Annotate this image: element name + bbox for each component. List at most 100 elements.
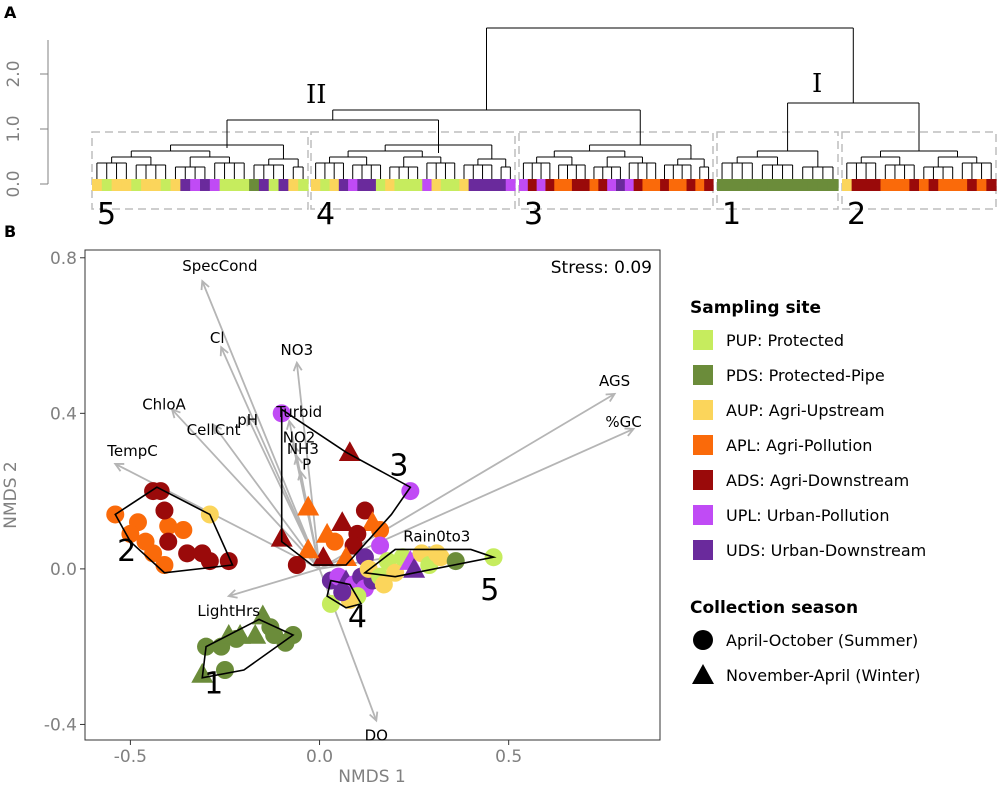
legend-site-title: Sampling site	[690, 298, 821, 318]
leaf-UDS	[468, 179, 479, 191]
leaf-UPL	[422, 179, 433, 191]
leaf-PUP	[219, 179, 231, 191]
point-APL-summer	[174, 521, 193, 539]
leaf-UDS	[477, 179, 488, 191]
dendrogram-y-tick-label: 1.0	[4, 115, 24, 142]
vector-arrowhead-CellCnt	[212, 423, 223, 435]
point-UDS-summer	[333, 583, 352, 602]
leaf-PUP	[375, 179, 386, 191]
hull-labels: 1 2 3 4 5	[117, 449, 499, 702]
legend-label-PUP: PUP: Protected	[726, 331, 844, 350]
leaf-ADS	[861, 179, 872, 191]
y-tick-label: 0.0	[50, 560, 77, 580]
leaf-ADS	[633, 179, 644, 191]
leaf-PUP	[394, 179, 405, 191]
legend-label-PDS: PDS: Protected-Pipe	[726, 366, 885, 385]
branch-label-ii: II	[306, 80, 327, 110]
vector-arrowhead-%GC	[624, 427, 636, 437]
leaf-ADS	[660, 179, 670, 191]
point-APL-winter	[297, 538, 320, 559]
point-ADS-summer	[178, 544, 197, 563]
leaf-ADS	[686, 179, 696, 191]
leaf-ADS	[598, 179, 608, 191]
leaf-APL	[947, 179, 959, 191]
vector-label-pH: pH	[237, 411, 258, 429]
hull-1	[201, 618, 295, 679]
leaf-ADS	[909, 179, 920, 191]
vector-arrowhead-DO	[369, 711, 379, 723]
y-tick-label: 0.8	[50, 249, 77, 269]
leaf-APL	[976, 179, 987, 191]
leaf-UDS	[200, 179, 211, 191]
vector-label-P: P	[302, 456, 311, 474]
vector-SpecCond	[201, 280, 321, 570]
legend-swatch-APL	[693, 435, 713, 455]
vector-label-NO2: NO2	[283, 428, 316, 446]
legend-site-items: PUP: Protected PDS: Protected-Pipe AUP: Ag…	[693, 330, 926, 560]
leaf-ADS	[870, 179, 882, 191]
leaf-ADS	[527, 179, 538, 191]
leaf-ADS	[545, 179, 555, 191]
leaf-APL	[938, 179, 949, 191]
leaf-PUP	[298, 179, 309, 191]
nmds-panel: -0.5 0.0 0.5 -0.4 0.0 0.4 0.8 NMDS 1 NMDS 2 St…	[1, 249, 661, 787]
panel-label-a: A	[4, 3, 17, 22]
vector-label-DO: DO	[365, 727, 388, 745]
leaf-PDS	[817, 179, 829, 191]
hull-4	[326, 579, 363, 609]
leaf-UPL	[519, 179, 529, 191]
leaf-PDS	[797, 179, 809, 191]
leaf-APL	[563, 179, 573, 191]
legend-swatch-UPL	[693, 505, 713, 525]
branch-label-i: I	[812, 69, 822, 99]
legend-triangle-icon	[692, 664, 714, 684]
vector-arrowhead-NO3	[292, 360, 303, 372]
leaf-PUP	[239, 179, 250, 191]
leaf-PUP	[160, 179, 172, 191]
vector-arrowhead-TempC	[113, 462, 125, 472]
leaf-PUP	[268, 179, 280, 191]
legend-label-ADS: ADS: Agri-Downstream	[726, 471, 909, 490]
dendrogram-y-tick-label: 2.0	[4, 60, 24, 87]
leaf-PDS	[717, 179, 728, 191]
leaf-PDS	[757, 179, 769, 191]
point-APL-winter	[335, 546, 358, 567]
x-tick-label: 0.5	[495, 747, 522, 767]
vector-label-Rain0to3: Rain0to3	[403, 527, 470, 545]
vector-label-SpecCond: SpecCond	[182, 257, 257, 275]
leaf-AUP	[385, 179, 396, 191]
point-ADS-summer	[159, 532, 178, 551]
leaf-PDS	[737, 179, 748, 191]
leaf-PDS	[777, 179, 789, 191]
leaf-APL	[668, 179, 679, 191]
legend-label-UDS: UDS: Urban-Downstream	[726, 541, 926, 560]
leaf-PDS	[747, 179, 758, 191]
legend-swatch-UDS	[693, 540, 713, 560]
point-APL-summer	[371, 521, 390, 539]
leaf-UDS	[487, 179, 498, 191]
point-ADS-summer	[200, 552, 219, 571]
point-AUP-summer	[386, 563, 405, 582]
cluster-labels: 5 4 3 1 2	[97, 197, 866, 232]
hull-label-2: 2	[117, 534, 136, 569]
leaf-ADS	[580, 179, 591, 191]
vector-arrowhead-Turbid	[286, 419, 296, 431]
hull-label-4: 4	[348, 600, 367, 635]
leaf-UPL	[348, 179, 358, 191]
leaf-APL	[899, 179, 910, 191]
stress-label: Stress: 0.09	[551, 258, 652, 278]
legend: Sampling site PUP: Protected PDS: Protect…	[690, 298, 926, 685]
leaf-AUP	[842, 179, 853, 191]
leaf-APL	[677, 179, 688, 191]
vector-arrowhead-NO2	[289, 442, 300, 454]
leaf-UPL	[624, 179, 635, 191]
leaf-PUP	[131, 179, 142, 191]
vector-label-TempC: TempC	[106, 442, 157, 460]
leaf-PUP	[450, 179, 460, 191]
x-tick-label: 0.0	[306, 747, 333, 767]
vector-label-Turbid: Turbid	[275, 403, 322, 421]
y-tick-label: -0.4	[44, 715, 77, 735]
leaf-AUP	[431, 179, 442, 191]
vector-arrowhead-NH3	[293, 454, 304, 466]
legend-circle-icon	[693, 630, 713, 650]
